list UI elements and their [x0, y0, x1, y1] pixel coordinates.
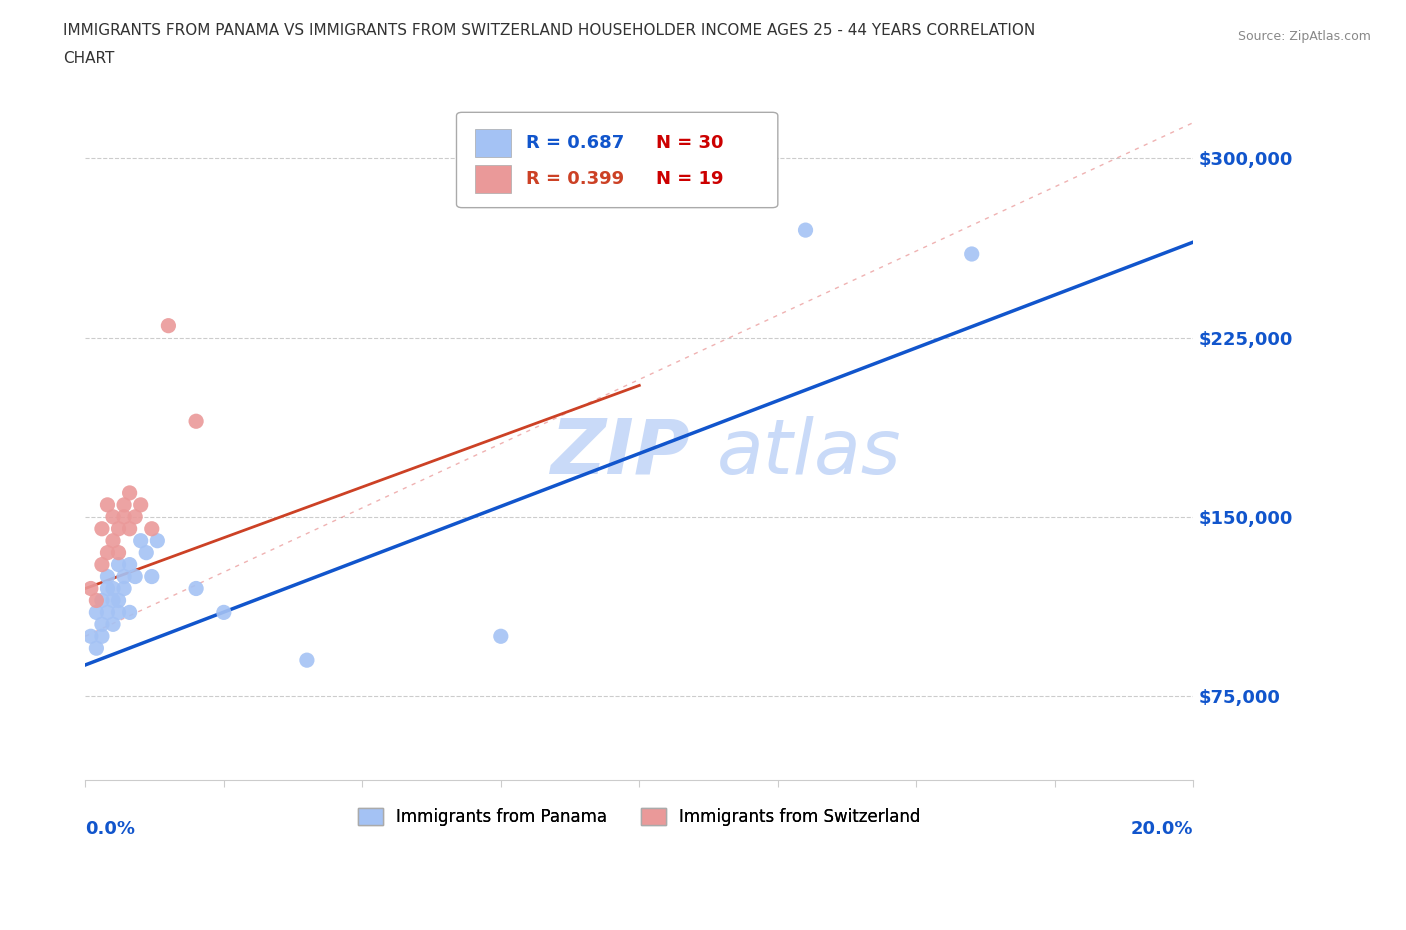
Point — [112, 510, 135, 525]
Text: Source: ZipAtlas.com: Source: ZipAtlas.com — [1237, 30, 1371, 43]
Text: R = 0.687: R = 0.687 — [526, 134, 624, 152]
Text: N = 30: N = 30 — [657, 134, 724, 152]
Point — [101, 581, 124, 596]
Point — [96, 569, 118, 584]
Point — [107, 593, 129, 608]
Point — [118, 557, 141, 572]
Point — [960, 246, 983, 261]
Point — [184, 581, 207, 596]
Point — [96, 581, 118, 596]
Point — [112, 581, 135, 596]
Point — [118, 604, 141, 619]
Point — [90, 617, 112, 631]
Point — [107, 604, 129, 619]
Point — [118, 522, 141, 537]
Point — [96, 545, 118, 560]
Point — [96, 498, 118, 512]
Text: R = 0.399: R = 0.399 — [526, 170, 624, 188]
Point — [157, 318, 180, 333]
Text: 0.0%: 0.0% — [86, 820, 135, 839]
Point — [101, 510, 124, 525]
Point — [90, 522, 112, 537]
Point — [184, 414, 207, 429]
Point — [112, 569, 135, 584]
Text: N = 19: N = 19 — [657, 170, 724, 188]
Point — [295, 653, 318, 668]
Point — [124, 569, 146, 584]
Point — [135, 545, 157, 560]
Point — [118, 485, 141, 500]
Point — [129, 533, 152, 548]
Point — [101, 533, 124, 548]
Point — [96, 604, 118, 619]
Point — [124, 510, 146, 525]
Point — [146, 533, 169, 548]
Point — [80, 629, 103, 644]
Point — [90, 557, 112, 572]
Point — [489, 629, 512, 644]
FancyBboxPatch shape — [475, 128, 510, 157]
Point — [90, 593, 112, 608]
Point — [101, 617, 124, 631]
Point — [112, 498, 135, 512]
Point — [90, 629, 112, 644]
Point — [101, 593, 124, 608]
Point — [80, 581, 103, 596]
Point — [141, 569, 163, 584]
Text: CHART: CHART — [63, 51, 115, 66]
Point — [86, 604, 108, 619]
Point — [212, 604, 235, 619]
Point — [107, 545, 129, 560]
Point — [129, 498, 152, 512]
Text: 20.0%: 20.0% — [1130, 820, 1194, 839]
Point — [107, 557, 129, 572]
Point — [141, 522, 163, 537]
Point — [86, 593, 108, 608]
Text: IMMIGRANTS FROM PANAMA VS IMMIGRANTS FROM SWITZERLAND HOUSEHOLDER INCOME AGES 25: IMMIGRANTS FROM PANAMA VS IMMIGRANTS FRO… — [63, 23, 1036, 38]
Text: atlas: atlas — [717, 416, 901, 490]
FancyBboxPatch shape — [457, 113, 778, 207]
Point — [794, 222, 817, 237]
Point — [107, 522, 129, 537]
Text: ZIP: ZIP — [551, 416, 690, 490]
FancyBboxPatch shape — [475, 165, 510, 193]
Legend: Immigrants from Panama, Immigrants from Switzerland: Immigrants from Panama, Immigrants from … — [352, 801, 927, 832]
Point — [86, 641, 108, 656]
